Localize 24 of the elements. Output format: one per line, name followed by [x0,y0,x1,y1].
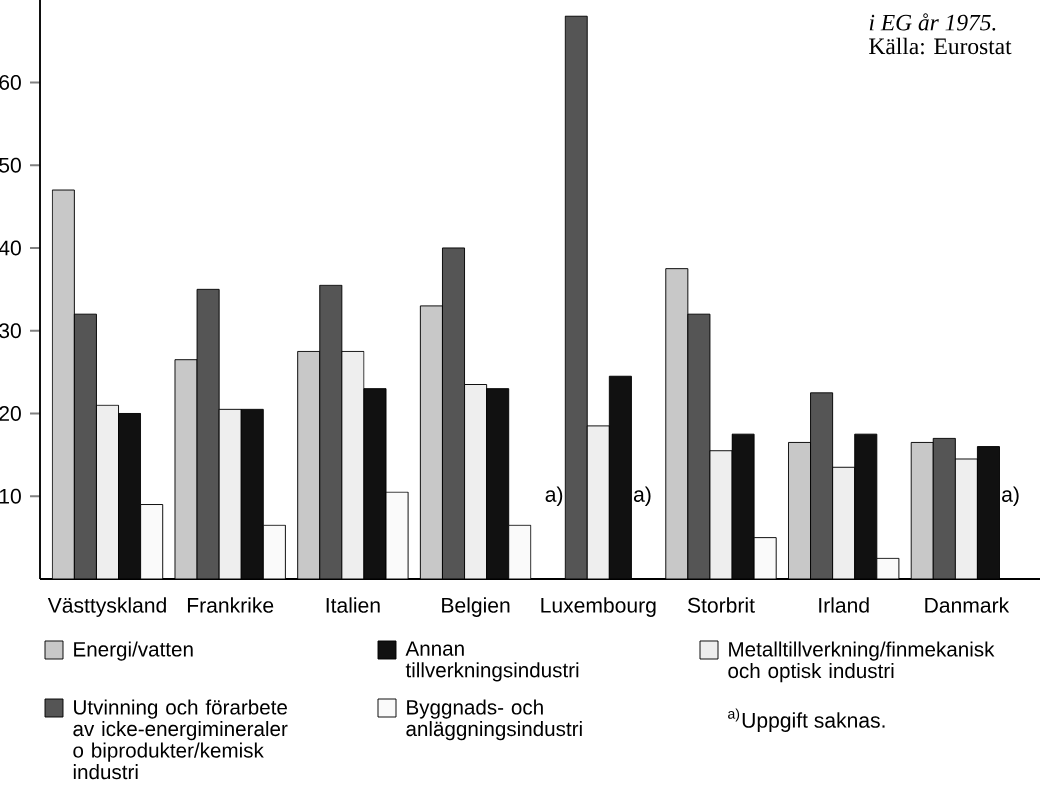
text: a) [1002,486,1019,507]
text: $^{a)}$Uppgift saknas. [728,708,885,732]
x-tick-label: Italien [326,597,380,613]
legend-label: Annan tillverkningsindustri [405,641,579,682]
y-tick-label: 10 [0,488,21,504]
annotation: i EG år 1975. [869,13,996,31]
x-tick-label: Storbrit [687,597,755,613]
text: a) [633,486,651,507]
legend-label: Byggnads- och anläggningsindustri [406,699,582,741]
legend-label: Energi/vatten [74,641,193,661]
x-tick-label: Danmark [925,597,1010,613]
y-tick-label: 20 [0,406,21,421]
legend-label: Utvinning och förarbete av icke-energimineraler o biprodukter/kemisk industri [73,699,288,780]
x-tick-label: Belgien [442,597,510,617]
y-tick-label: 30 [0,323,21,339]
x-tick-label: Västtyskland [47,597,166,617]
annotation: Källa: Eurostat [869,37,1012,55]
x-tick-label: Luxembourg [541,597,656,617]
legend-label: Metalltillverkning/finmekanisk och optisk industri [728,641,995,683]
x-tick-label: Frankrike [187,597,274,613]
y-tick-label: 50 [0,157,21,173]
y-tick-label: 60 [0,74,21,90]
text: a) [545,486,563,507]
x-tick-label: Irland [819,597,869,613]
